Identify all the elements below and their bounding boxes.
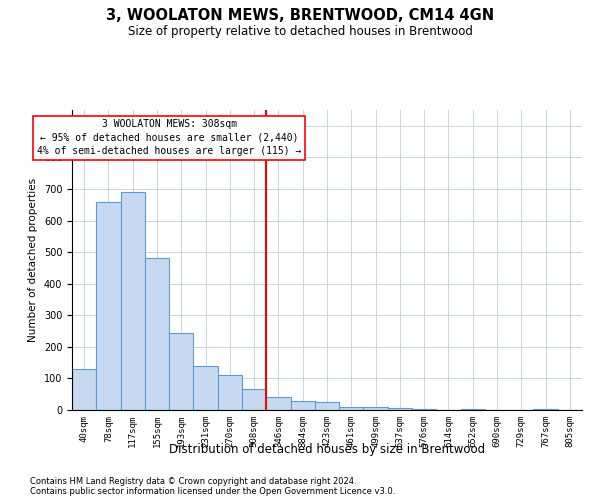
Bar xyxy=(388,408,412,410)
Bar xyxy=(339,407,364,410)
Text: Size of property relative to detached houses in Brentwood: Size of property relative to detached ho… xyxy=(128,25,472,38)
Text: Contains HM Land Registry data © Crown copyright and database right 2024.: Contains HM Land Registry data © Crown c… xyxy=(30,478,356,486)
Bar xyxy=(364,408,388,410)
Text: 3, WOOLATON MEWS, BRENTWOOD, CM14 4GN: 3, WOOLATON MEWS, BRENTWOOD, CM14 4GN xyxy=(106,8,494,22)
Bar xyxy=(461,409,485,410)
Bar xyxy=(315,402,339,410)
Bar xyxy=(96,202,121,410)
Bar xyxy=(266,398,290,410)
Bar xyxy=(193,366,218,410)
Y-axis label: Number of detached properties: Number of detached properties xyxy=(28,178,38,342)
Bar xyxy=(145,258,169,410)
Bar xyxy=(169,332,193,410)
Text: Distribution of detached houses by size in Brentwood: Distribution of detached houses by size … xyxy=(169,442,485,456)
Bar xyxy=(218,376,242,410)
Bar xyxy=(290,400,315,410)
Bar xyxy=(72,369,96,410)
Text: Contains public sector information licensed under the Open Government Licence v3: Contains public sector information licen… xyxy=(30,488,395,496)
Text: 3 WOOLATON MEWS: 308sqm
← 95% of detached houses are smaller (2,440)
4% of semi-: 3 WOOLATON MEWS: 308sqm ← 95% of detache… xyxy=(37,120,301,156)
Bar xyxy=(533,409,558,410)
Bar xyxy=(242,390,266,410)
Bar xyxy=(412,409,436,410)
Bar xyxy=(121,192,145,410)
